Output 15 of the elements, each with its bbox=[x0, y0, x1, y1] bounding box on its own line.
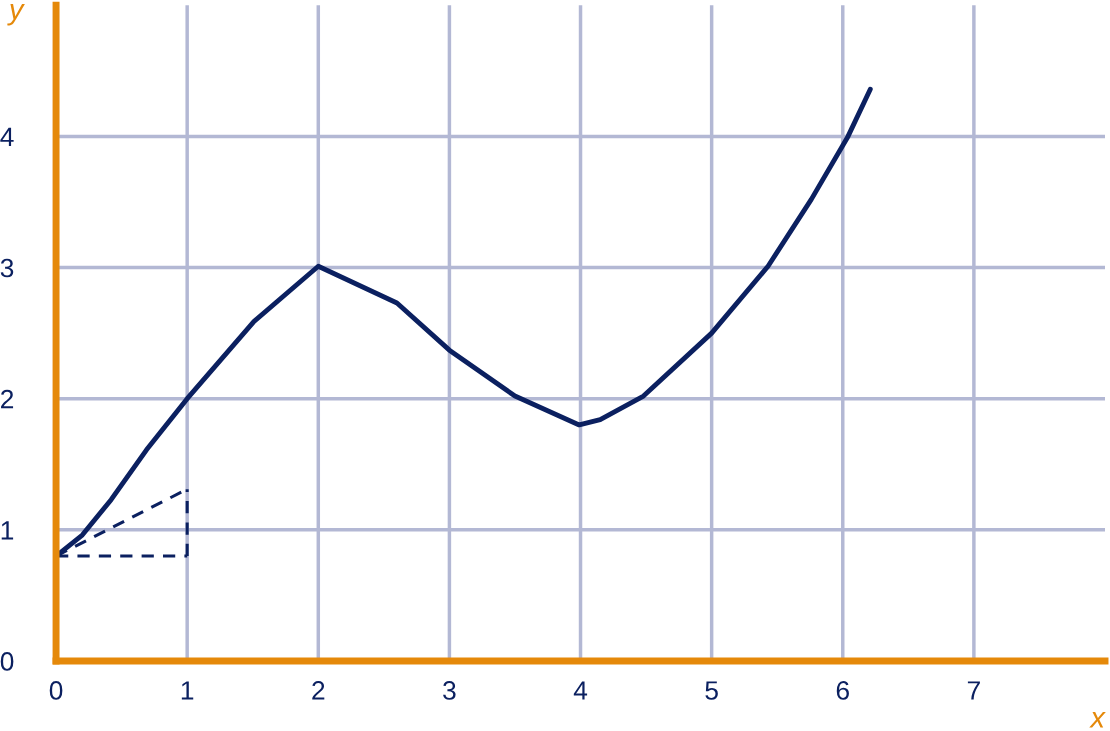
x-tick-label: 3 bbox=[443, 681, 456, 700]
x-tick-label: 7 bbox=[967, 681, 980, 700]
x-tick-label: 0 bbox=[49, 681, 63, 700]
y-tick-label: 3 bbox=[0, 258, 14, 278]
x-tick-label: 4 bbox=[573, 681, 588, 700]
y-axis-title: y bbox=[7, 3, 25, 26]
y-tick-label: 1 bbox=[1, 521, 14, 540]
y-tick-label: 2 bbox=[1, 389, 14, 409]
x-axis-title: x bbox=[1089, 712, 1106, 728]
x-tick-label: 1 bbox=[181, 681, 194, 700]
x-tick-label: 5 bbox=[705, 681, 718, 700]
x-tick-label: 2 bbox=[312, 681, 325, 700]
y-tick-label: 4 bbox=[0, 127, 14, 146]
y-tick-label: 0 bbox=[0, 652, 14, 671]
x-tick-label: 6 bbox=[836, 681, 849, 700]
